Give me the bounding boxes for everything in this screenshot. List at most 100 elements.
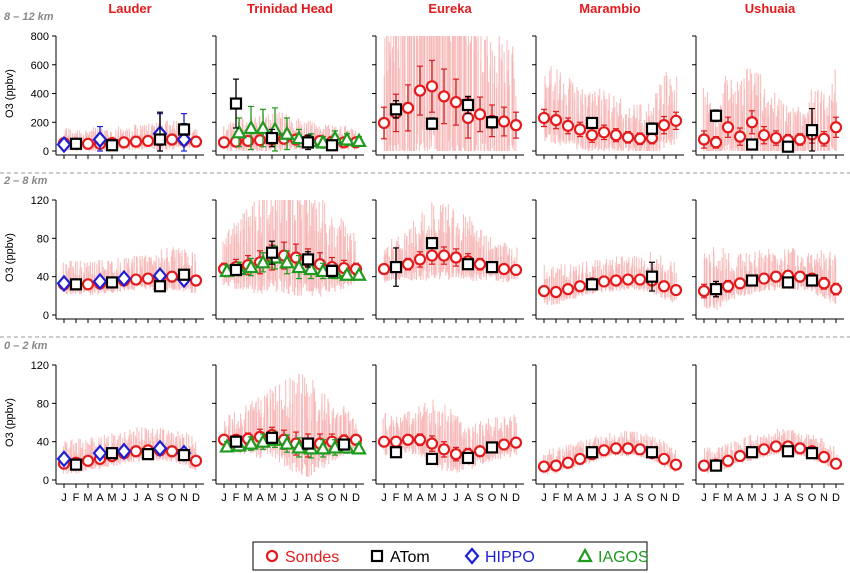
iagos-point: [243, 258, 259, 274]
sondes-point: [81, 137, 95, 150]
sondes-point: [757, 129, 771, 142]
atom-point: [745, 274, 759, 287]
layer-label: 8 – 12 km: [4, 11, 54, 23]
x-tick-label: A: [96, 492, 104, 504]
panel-trinidad-head-0: [212, 35, 367, 159]
x-tick-label: D: [832, 492, 840, 504]
hippo-point: [56, 450, 72, 468]
x-tick-label: D: [512, 492, 520, 504]
x-tick-label: J: [121, 492, 127, 504]
y-axis-title: O3 (ppbv): [4, 233, 16, 282]
sondes-point: [425, 80, 439, 93]
atom-point: [177, 448, 191, 462]
y-tick-label: 200: [31, 117, 49, 129]
sondes-point: [733, 449, 747, 463]
x-tick-label: J: [541, 492, 547, 504]
sondes-point: [129, 445, 143, 458]
atom-point: [153, 133, 167, 146]
x-tick-label: M: [267, 492, 276, 504]
x-tick-label: F: [393, 492, 400, 504]
sondes-point: [585, 129, 599, 142]
x-tick-label: D: [352, 492, 360, 504]
sondes-point: [657, 280, 671, 293]
sondes-point: [81, 278, 95, 291]
x-tick-label: N: [180, 492, 188, 504]
atom-point: [177, 123, 191, 136]
x-tick-label: D: [192, 492, 200, 504]
sondes-point: [769, 270, 783, 283]
panel-eureka-0: [372, 35, 524, 159]
sondes-point: [669, 114, 683, 127]
legend-label: IAGOS: [598, 549, 649, 566]
atom-point: [709, 459, 723, 472]
x-tick-label: J: [613, 492, 619, 504]
series-atom: [69, 268, 191, 293]
sondes-point: [793, 442, 807, 455]
y-tick-label: 400: [31, 89, 49, 101]
legend: Sondes ATom HIPPO IAGOS: [252, 541, 649, 571]
x-tick-label: N: [820, 492, 828, 504]
sondes-point: [189, 454, 203, 467]
atom-point: [325, 264, 339, 278]
iagos-point: [279, 435, 295, 450]
sondes-point: [141, 272, 155, 285]
sondes-point: [769, 440, 783, 453]
iagos-point: [279, 125, 295, 140]
atom-point: [301, 253, 315, 266]
x-tick-label: J: [773, 492, 779, 504]
series-atom: [229, 240, 339, 278]
x-tick-label: S: [796, 492, 803, 504]
station-title: Lauder: [108, 1, 151, 16]
background-observations: [222, 200, 356, 297]
atom-point: [389, 446, 403, 459]
series-atom: [389, 441, 499, 466]
x-tick-label: O: [808, 492, 817, 504]
atom-point: [229, 97, 243, 110]
x-tick-label: M: [243, 492, 252, 504]
atom-point: [69, 278, 83, 291]
y-tick-label: 0: [43, 146, 49, 158]
sondes-point: [497, 262, 511, 276]
sondes-point: [413, 253, 427, 266]
atom-point: [325, 139, 339, 152]
sondes-point: [573, 280, 587, 293]
sondes-point: [165, 133, 179, 146]
sondes-point: [757, 443, 771, 456]
sondes-point: [449, 96, 463, 109]
atom-point: [301, 136, 315, 149]
legend-item-sondes: Sondes: [265, 549, 339, 566]
iagos-point: [351, 440, 367, 455]
series-atom: [389, 95, 499, 131]
sondes-point: [733, 130, 747, 143]
atom-point: [177, 268, 191, 281]
iagos-point: [279, 253, 295, 269]
series-atom: [69, 111, 191, 152]
y-tick-label: 0: [43, 475, 49, 487]
sondes-point: [697, 284, 711, 298]
x-tick-label: M: [107, 492, 116, 504]
hippo-point: [92, 272, 108, 291]
atom-point: [425, 117, 439, 130]
atom-legend-marker: [370, 549, 384, 563]
series-atom: [709, 445, 819, 472]
atom-point: [781, 276, 795, 289]
atom-point: [585, 446, 599, 459]
atom-point: [69, 137, 83, 150]
iagos-point: [351, 266, 367, 281]
sondes-point: [537, 284, 551, 298]
layer-label: 2 – 8 km: [3, 175, 48, 187]
atom-point: [645, 270, 659, 283]
sondes-point: [497, 115, 511, 128]
x-tick-label: A: [736, 492, 744, 504]
series-atom: [709, 274, 819, 298]
sondes-point: [81, 454, 95, 467]
sondes-point: [509, 119, 523, 132]
sondes-point: [449, 448, 463, 461]
x-tick-label: A: [576, 492, 584, 504]
x-tick-label: J: [293, 492, 299, 504]
atom-point: [585, 278, 599, 291]
y-tick-label: 40: [37, 272, 49, 284]
x-tick-label: A: [464, 492, 472, 504]
iagos-point: [339, 131, 355, 146]
